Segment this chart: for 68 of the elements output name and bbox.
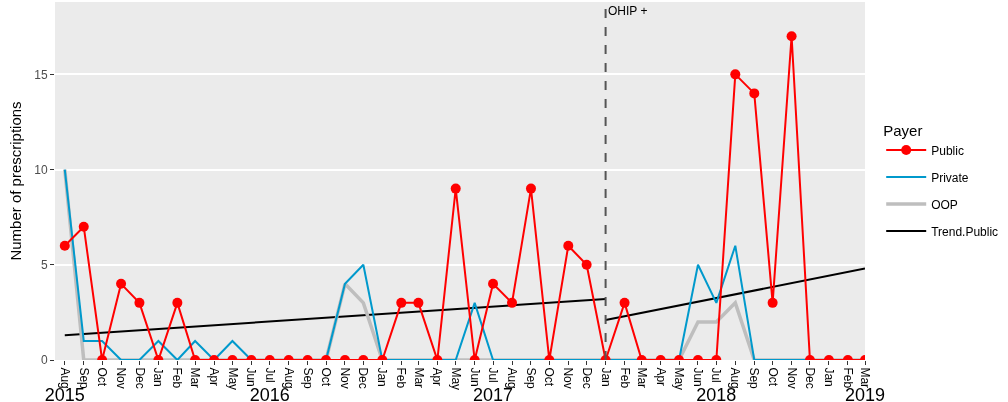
point bbox=[563, 240, 574, 251]
x-tick-label: Jul bbox=[709, 367, 724, 383]
point bbox=[413, 297, 424, 308]
x-tick-label: May bbox=[672, 367, 687, 391]
x-tick-label: Mar bbox=[858, 367, 873, 389]
y-tick-label: 0 bbox=[40, 353, 48, 368]
x-tick-label: Feb bbox=[170, 367, 185, 389]
x-tick-label: Apr bbox=[430, 367, 445, 387]
legend-label: Public bbox=[931, 143, 964, 158]
x-tick-label: Feb bbox=[394, 367, 409, 389]
point bbox=[525, 183, 536, 194]
legend-label: Trend.Public bbox=[931, 224, 999, 239]
x-tick-label: Oct bbox=[95, 367, 110, 387]
x-tick-label: Sep bbox=[524, 367, 539, 390]
point bbox=[396, 297, 407, 308]
x-tick-label: Feb bbox=[617, 367, 632, 389]
legend-label: Private bbox=[931, 170, 969, 185]
point bbox=[730, 69, 741, 80]
x-tick-label: Jun bbox=[467, 367, 482, 387]
x-tick-label: Dec bbox=[803, 367, 818, 389]
point bbox=[59, 240, 70, 251]
x-tick-label: Oct bbox=[319, 367, 334, 387]
y-tick-label: 10 bbox=[34, 162, 48, 177]
point bbox=[78, 221, 89, 232]
ref-line-label: OHIP + bbox=[608, 4, 648, 18]
x-tick-label: Dec bbox=[579, 367, 594, 389]
point bbox=[767, 297, 778, 308]
x-tick-label: Mar bbox=[188, 367, 203, 389]
x-tick-label: Oct bbox=[542, 367, 557, 387]
x-tick-label: Nov bbox=[561, 367, 576, 389]
y-tick-label: 5 bbox=[40, 257, 48, 272]
point bbox=[581, 259, 592, 270]
point bbox=[749, 88, 760, 99]
point bbox=[786, 31, 797, 42]
legend-label: OOP bbox=[931, 197, 958, 212]
x-tick-label: Oct bbox=[765, 367, 780, 387]
point bbox=[619, 297, 630, 308]
point bbox=[172, 297, 183, 308]
x-tick-label: Jun bbox=[244, 367, 259, 387]
x-tick-label: Jul bbox=[486, 367, 501, 383]
x-tick-label: May bbox=[448, 367, 463, 391]
x-tick-label: Jan bbox=[822, 367, 836, 387]
x-tick-label: Dec bbox=[132, 367, 147, 389]
x-tick-label: Sep bbox=[747, 367, 762, 390]
y-tick-label: 15 bbox=[34, 67, 48, 82]
x-tick-label: Jun bbox=[691, 367, 706, 387]
point bbox=[450, 183, 461, 194]
point bbox=[134, 297, 145, 308]
x-tick-label: Jan bbox=[375, 367, 390, 387]
x-tick-label: Nov bbox=[784, 367, 799, 389]
x-tick-label: Jul bbox=[262, 367, 277, 383]
point bbox=[488, 278, 499, 289]
x-tick-label: Nov bbox=[114, 367, 129, 389]
point bbox=[507, 297, 517, 308]
x-tick-label: Apr bbox=[207, 367, 222, 387]
x-tick-label: May bbox=[225, 367, 240, 391]
x-tick-label: Apr bbox=[653, 367, 668, 387]
x-tick-label: Nov bbox=[338, 367, 353, 389]
x-tick-label: Mar bbox=[411, 367, 426, 389]
x-tick-label: Mar bbox=[634, 367, 649, 389]
point bbox=[116, 278, 127, 289]
legend-title: Payer bbox=[883, 121, 923, 139]
x-tick-label: Feb bbox=[840, 367, 855, 389]
x-tick-label: Jan bbox=[598, 367, 613, 387]
x-tick-label: Dec bbox=[356, 367, 371, 389]
y-axis-title: Number of prescriptions bbox=[7, 101, 25, 261]
x-tick-label: Sep bbox=[300, 367, 315, 390]
x-tick-label: Jan bbox=[151, 367, 166, 387]
